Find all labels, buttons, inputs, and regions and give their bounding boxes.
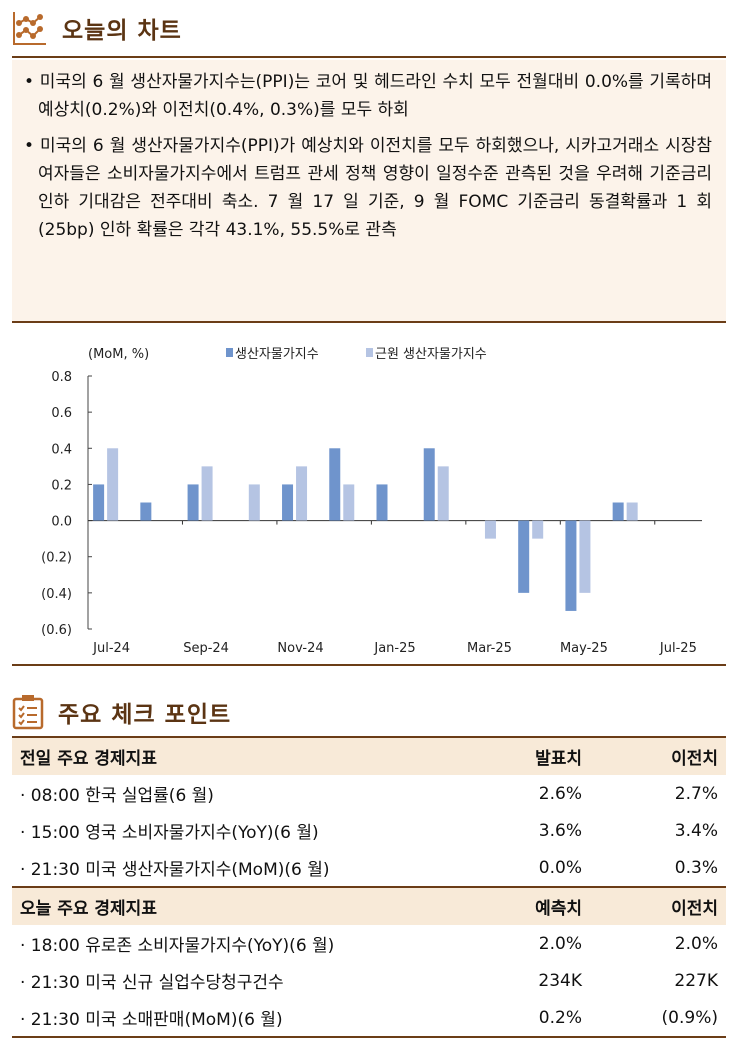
bar-ppi xyxy=(518,520,530,593)
cell: · 21:30 미국 소매판매(MoM)(6 월) xyxy=(12,999,454,1038)
table-row: · 18:00 유로존 소비자물가지수(YoY)(6 월) 2.0% 2.0% xyxy=(12,925,726,962)
section-header-checkpoints: 주요 체크 포인트 xyxy=(12,694,231,730)
cell: 227K xyxy=(674,970,718,991)
bullet-item: • 미국의 6 월 생산자물가지수(PPI)가 예상치와 이전치를 모두 하회했… xyxy=(24,136,712,240)
legend-label: 생산자물가지수 xyxy=(235,347,319,362)
bar-core-ppi xyxy=(296,466,308,521)
legend-swatch xyxy=(226,348,233,357)
cell: 2.7% xyxy=(674,783,718,804)
x-tick-label: Jul-24 xyxy=(92,641,130,656)
table-header: 전일 주요 경제지표 발표치 이전치 xyxy=(12,736,726,775)
header-cell: 예측치 xyxy=(454,886,590,925)
summary-box: • 미국의 6 월 생산자물가지수는(PPI)는 코어 및 헤드라인 수치 모두… xyxy=(12,60,726,323)
header-cell: 전일 주요 경제지표 xyxy=(12,736,454,775)
section-title: 주요 체크 포인트 xyxy=(58,702,232,728)
bar-core-ppi xyxy=(248,484,260,521)
bar-ppi xyxy=(423,448,435,521)
bar-ppi xyxy=(376,484,388,521)
x-tick-label: Jul-25 xyxy=(659,641,697,656)
y-tick-label: (0.6) xyxy=(41,623,72,638)
bar-ppi xyxy=(93,484,105,521)
cell: 0.0% xyxy=(538,857,582,878)
y-tick-label: 0.0 xyxy=(51,515,72,530)
checklist-icon xyxy=(12,695,44,730)
x-tick-label: Nov-24 xyxy=(277,641,323,656)
cell: · 08:00 한국 실업률(6 월) xyxy=(20,786,214,806)
bar-ppi xyxy=(329,448,341,521)
y-tick-label: 0.2 xyxy=(51,478,72,493)
y-tick-label: 0.6 xyxy=(51,406,72,421)
indicators-table: 전일 주요 경제지표 발표치 이전치 · 08:00 한국 실업률(6 월) 2.… xyxy=(12,736,726,1038)
bar-ppi xyxy=(612,502,624,521)
bar-ppi xyxy=(565,520,577,611)
cell: · 15:00 영국 소비자물가지수(YoY)(6 월) xyxy=(20,823,319,843)
y-tick-label: (0.4) xyxy=(41,587,72,602)
header-cell: 이전치 xyxy=(590,736,726,775)
cell: 3.6% xyxy=(538,820,582,841)
ppi-bar-chart: (MoM, %) 생산자물가지수 근원 생산자물가지수 0.8 0.6 0.4 0.2 0.0… xyxy=(41,347,702,656)
bar-core-ppi xyxy=(107,448,119,521)
cell: 2.0% xyxy=(674,933,718,954)
bar-core-ppi xyxy=(343,484,355,521)
bar-ppi xyxy=(140,502,152,521)
bar-core-ppi xyxy=(532,520,544,539)
bar-core-ppi xyxy=(484,520,496,539)
chart-container: (MoM, %) 생산자물가지수 근원 생산자물가지수 0.8 0.6 0.4 0.2 0.0… xyxy=(12,336,726,666)
cell: 0.2% xyxy=(454,999,590,1038)
x-tick-label: May-25 xyxy=(560,641,608,656)
table-row: · 15:00 영국 소비자물가지수(YoY)(6 월) 3.6% 3.4% xyxy=(12,812,726,849)
x-tick-label: Mar-25 xyxy=(467,641,512,656)
header-cell: 발표치 xyxy=(454,736,590,775)
bar-core-ppi xyxy=(201,466,213,521)
divider xyxy=(12,56,726,58)
x-tick-label: Sep-24 xyxy=(183,641,229,656)
cell: 234K xyxy=(538,970,582,991)
bullet-item: • 미국의 6 월 생산자물가지수는(PPI)는 코어 및 헤드라인 수치 모두… xyxy=(24,72,712,120)
y-tick-label: (0.2) xyxy=(41,551,72,566)
legend-swatch xyxy=(366,348,373,357)
cell: (0.9%) xyxy=(590,999,726,1038)
cell: · 21:30 미국 신규 실업수당청구건수 xyxy=(20,973,284,993)
bar-ppi xyxy=(187,484,199,521)
y-axis-unit-label: (MoM, %) xyxy=(88,347,149,362)
header-cell: 이전치 xyxy=(590,886,726,925)
bar-ppi xyxy=(282,484,294,521)
cell: 2.6% xyxy=(538,783,582,804)
line-chart-icon xyxy=(13,12,46,45)
y-tick-label: 0.4 xyxy=(51,442,72,457)
cell: · 18:00 유로존 소비자물가지수(YoY)(6 월) xyxy=(20,936,335,956)
table-row: · 21:30 미국 생산자물가지수(MoM)(6 월) 0.0% 0.3% xyxy=(12,849,726,887)
bar-core-ppi xyxy=(437,466,449,521)
section-title: 오늘의 차트 xyxy=(62,18,182,44)
table-row: · 21:30 미국 소매판매(MoM)(6 월) 0.2% (0.9%) xyxy=(12,999,726,1038)
table-row: · 21:30 미국 신규 실업수당청구건수 234K 227K xyxy=(12,962,726,999)
cell: 0.3% xyxy=(674,857,718,878)
y-tick-label: 0.8 xyxy=(51,370,72,385)
table-header: 오늘 주요 경제지표 예측치 이전치 xyxy=(12,886,726,925)
section-header-todays-chart: 오늘의 차트 xyxy=(12,10,182,46)
bar-core-ppi xyxy=(626,502,638,521)
x-tick-label: Jan-25 xyxy=(373,641,415,656)
table-row: · 08:00 한국 실업률(6 월) 2.6% 2.7% xyxy=(12,775,726,812)
cell: 3.4% xyxy=(674,820,718,841)
header-cell: 오늘 주요 경제지표 xyxy=(12,886,454,925)
bar-core-ppi xyxy=(579,520,591,593)
legend-label: 근원 생산자물가지수 xyxy=(375,347,487,362)
cell: 2.0% xyxy=(538,933,582,954)
cell: · 21:30 미국 생산자물가지수(MoM)(6 월) xyxy=(20,860,330,880)
